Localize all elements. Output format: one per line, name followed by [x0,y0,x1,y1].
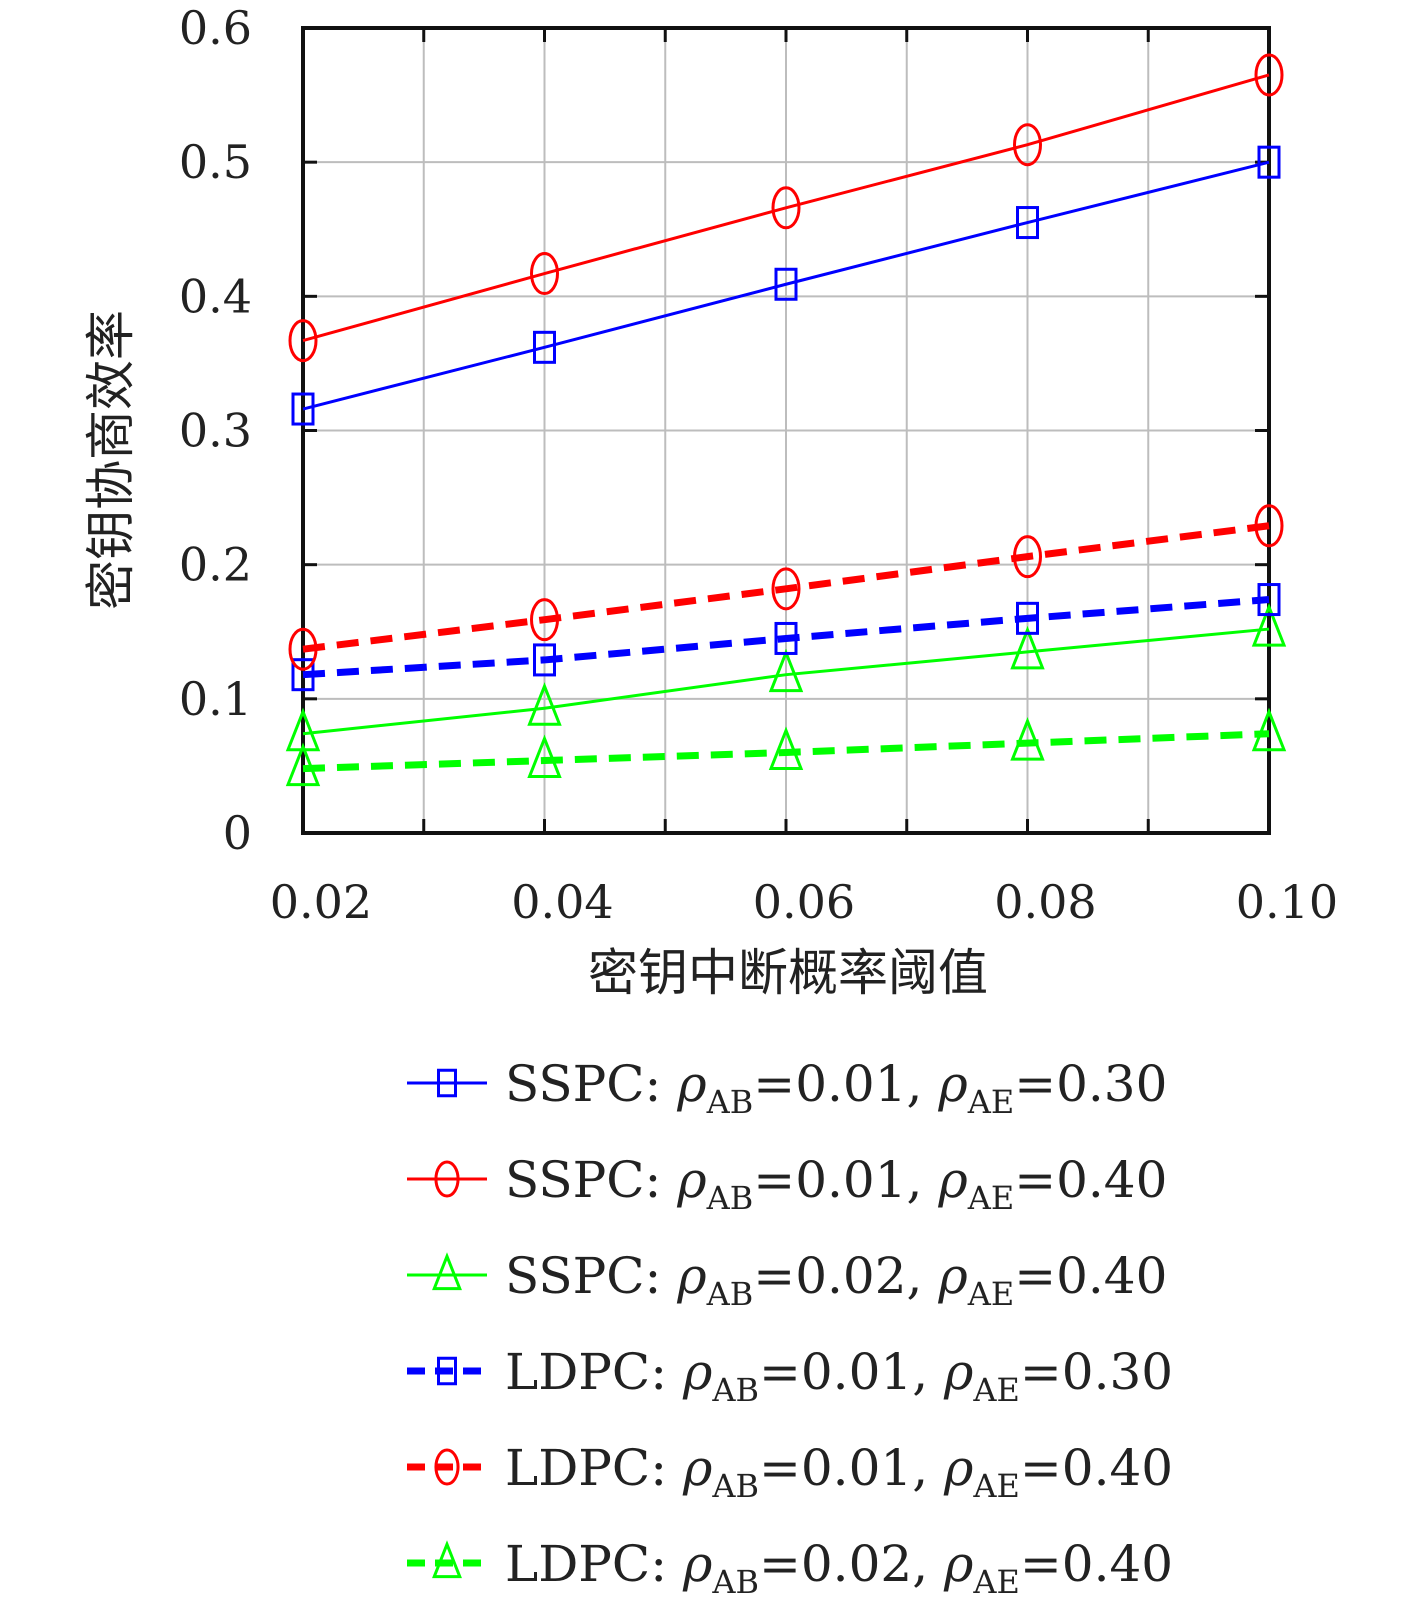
square-marker [1257,583,1281,617]
x-tick-label: 0.02 [270,875,372,929]
circle-marker [288,319,318,363]
legend: SSPC: ρAB=0.01, ρAE=0.30 SSPC: ρAB=0.01, … [407,1055,1173,1601]
y-tick-label: 0.1 [179,672,252,726]
series-4 [291,583,1281,692]
circle-marker [434,1160,460,1198]
triangle-marker [1010,717,1045,761]
legend-item-6: LDPC: ρAB=0.02, ρAE=0.40 [407,1535,1173,1601]
triangle-marker [527,734,562,779]
legend-label: LDPC: ρAB=0.02, ρAE=0.40 [505,1535,1173,1601]
circle-marker [771,186,801,230]
series-line [302,522,1270,653]
x-axis-title: 密钥中断概率阈值 [588,944,988,1002]
y-tick-label: 0.6 [179,1,252,55]
y-tick-label: 0.3 [179,404,252,458]
series-3 [285,602,1287,752]
triangle-marker [432,1540,462,1579]
square-marker [774,621,798,655]
circle-marker [288,627,318,671]
circle-marker [1013,535,1042,579]
legend-item-4: LDPC: ρAB=0.01, ρAE=0.30 [407,1343,1173,1409]
circle-marker [1254,53,1284,97]
series-line [302,596,1270,679]
series-1 [291,145,1281,426]
axes: 0 0.1 0.2 0.3 0.4 0.5 0.6 0.02 0.04 0.06 0.08 0.10 [179,1,1338,929]
square-marker [1257,145,1281,179]
y-tick-label: 0.5 [179,135,252,189]
triangle-marker [1251,707,1287,752]
series-6 [285,707,1287,787]
square-marker [437,1356,457,1386]
circle-marker [1013,123,1042,167]
triangle-marker [1251,602,1287,647]
legend-item-1: SSPC: ρAB=0.01, ρAE=0.30 [407,1055,1167,1121]
square-marker [1016,601,1039,635]
square-marker [533,643,556,677]
triangle-marker [285,742,321,787]
square-marker [291,658,315,692]
triangle-marker [432,1252,462,1291]
x-tick-label: 0.08 [994,875,1096,929]
square-marker [291,392,315,426]
legend-label: LDPC: ρAB=0.01, ρAE=0.40 [505,1439,1173,1505]
legend-label: SSPC: ρAB=0.01, ρAE=0.30 [505,1055,1167,1121]
square-marker [1016,206,1039,240]
series-line [302,160,1270,411]
legend-item-2: SSPC: ρAB=0.01, ρAE=0.40 [407,1151,1167,1217]
circle-marker [530,252,559,296]
grid [303,28,1269,833]
y-tick-label: 0 [223,806,252,860]
y-tick-label: 0.2 [179,538,252,592]
x-tick-label: 0.10 [1236,875,1338,929]
circle-marker [1254,504,1284,548]
series-layer [285,53,1287,787]
legend-item-3: SSPC: ρAB=0.02, ρAE=0.40 [407,1247,1167,1313]
square-marker [437,1068,457,1098]
square-marker [774,267,798,301]
circle-marker [771,567,801,611]
series-2 [288,53,1284,363]
triangle-marker [1010,625,1045,670]
circle-marker [434,1448,460,1486]
x-tick-label: 0.04 [511,875,613,929]
x-tick-label: 0.06 [753,875,855,929]
y-tick-label: 0.4 [179,269,252,323]
series-5 [288,504,1284,671]
square-marker [533,330,556,364]
series-line [302,73,1270,343]
series-line [302,730,1270,773]
triangle-marker [768,726,804,770]
triangle-marker [527,682,562,726]
triangle-marker [768,648,804,693]
legend-label: LDPC: ρAB=0.01, ρAE=0.30 [505,1343,1173,1409]
legend-label: SSPC: ρAB=0.01, ρAE=0.40 [505,1151,1167,1217]
y-axis-title: 密钥协商效率 [82,310,140,610]
series-line [302,627,1270,736]
circle-marker [530,598,559,642]
legend-label: SSPC: ρAB=0.02, ρAE=0.40 [505,1247,1167,1313]
legend-item-5: LDPC: ρAB=0.01, ρAE=0.40 [407,1439,1173,1505]
